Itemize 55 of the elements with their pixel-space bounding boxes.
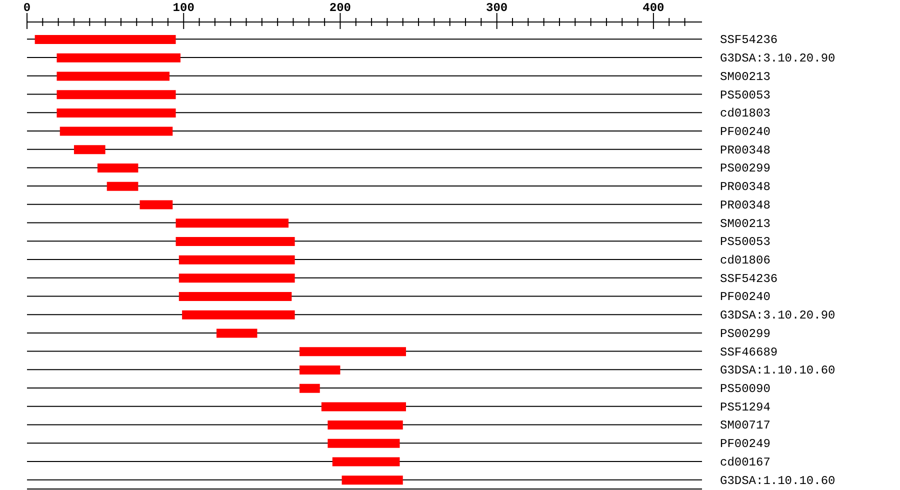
y-tick-label: PS00299 <box>720 326 770 341</box>
bar <box>56 53 180 62</box>
y-tick-label: SM00213 <box>720 70 770 84</box>
bar <box>34 35 176 44</box>
bar <box>178 255 295 264</box>
bar <box>176 218 289 228</box>
bar <box>140 200 173 210</box>
y-tick-label: PS51294 <box>720 400 770 414</box>
bar <box>182 310 295 320</box>
y-tick-label: cd01803 <box>720 106 770 121</box>
bar <box>328 438 400 448</box>
bar <box>56 72 170 81</box>
bar <box>332 457 400 466</box>
bar <box>56 108 176 118</box>
y-tick-label: SSF46689 <box>720 345 778 360</box>
bar <box>176 236 295 246</box>
bar <box>216 328 258 338</box>
y-tick-label: SM00213 <box>720 216 770 231</box>
bar <box>178 274 295 283</box>
y-tick-label: SSF54236 <box>720 33 778 48</box>
y-tick-label: PS50053 <box>720 235 770 250</box>
x-tick-label: 400 <box>642 1 664 15</box>
bar <box>60 126 173 136</box>
bar <box>56 90 176 100</box>
bar <box>321 402 406 412</box>
bar <box>300 365 340 374</box>
y-tick-label: PF00249 <box>720 437 770 452</box>
y-tick-label: G3DSA:1.10.10.60 <box>720 474 836 488</box>
y-tick-label: G3DSA:1.10.10.60 <box>720 364 836 378</box>
y-tick-label: cd01806 <box>720 254 770 268</box>
y-tick-label: cd00167 <box>720 455 770 470</box>
y-tick-label: PS50053 <box>720 88 770 102</box>
y-tick-label: G3DSA:3.10.20.90 <box>720 308 836 323</box>
x-tick-label: 200 <box>329 1 352 15</box>
bar <box>178 292 292 302</box>
y-tick-label: PS50090 <box>720 382 770 396</box>
y-tick-label: SSF54236 <box>720 272 778 286</box>
y-tick-label: PS00299 <box>720 162 770 176</box>
y-tick-label: PF00240 <box>720 290 770 304</box>
bar <box>97 164 138 173</box>
x-tick-label: 0 <box>23 1 31 15</box>
bar <box>106 182 138 191</box>
bar <box>300 347 406 356</box>
y-tick-label: SM00717 <box>720 418 770 433</box>
bar <box>328 420 403 430</box>
y-tick-label: PF00240 <box>720 124 770 139</box>
bar <box>342 476 403 485</box>
x-tick-label: 300 <box>486 1 508 15</box>
y-tick-label: G3DSA:3.10.20.90 <box>720 52 836 66</box>
bar <box>74 145 106 154</box>
y-tick-label: PR00348 <box>720 180 770 194</box>
x-tick-label: 100 <box>172 1 194 15</box>
y-tick-label: PR00348 <box>720 143 770 158</box>
y-tick-label: PR00348 <box>720 198 770 212</box>
bar <box>300 384 320 393</box>
